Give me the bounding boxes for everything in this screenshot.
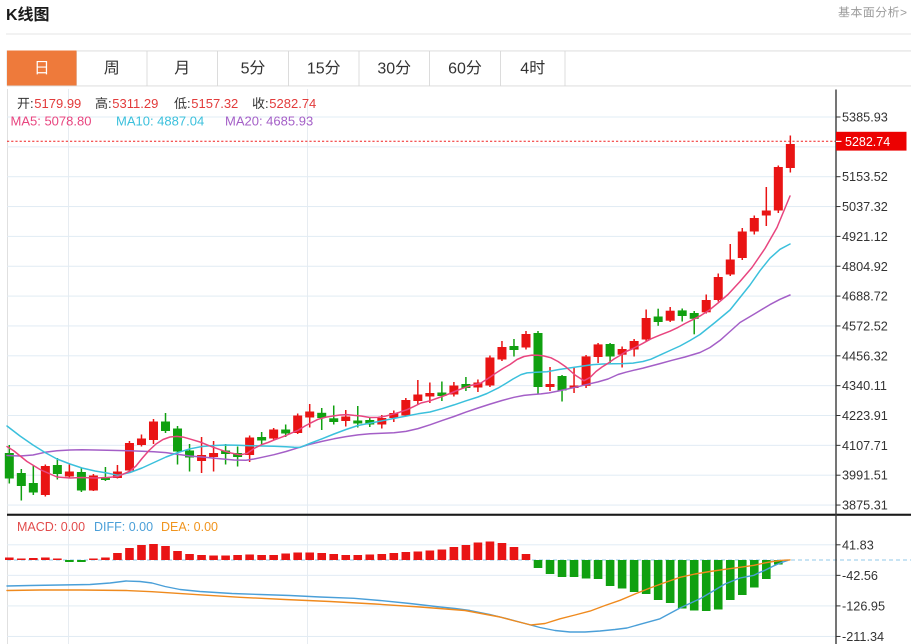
svg-text:4223.91: 4223.91 (842, 409, 888, 423)
svg-text:K: K (6, 7, 18, 24)
svg-text:MACD: 0.00: MACD: 0.00 (17, 520, 85, 534)
svg-text:DEA: 0.00: DEA: 0.00 (161, 520, 218, 534)
svg-text::: : (108, 96, 112, 111)
svg-text:5311.29: 5311.29 (112, 96, 158, 111)
svg-text:>: > (900, 6, 907, 20)
svg-text:-126.95: -126.95 (842, 599, 885, 613)
svg-text:MA10: 4887.04: MA10: 4887.04 (116, 114, 204, 129)
svg-text:4921.12: 4921.12 (842, 230, 888, 244)
svg-text:5179.99: 5179.99 (34, 96, 81, 111)
svg-text:4804.92: 4804.92 (842, 260, 888, 274)
svg-text:5153.52: 5153.52 (842, 170, 888, 184)
svg-text:MA5: 5078.80: MA5: 5078.80 (11, 114, 92, 129)
svg-text:5: 5 (241, 60, 250, 77)
svg-text:15: 15 (307, 60, 325, 77)
svg-text::: : (265, 96, 269, 111)
svg-text:60: 60 (448, 60, 466, 77)
svg-text::: : (30, 96, 34, 111)
svg-text:3991.51: 3991.51 (842, 469, 888, 483)
svg-text:5157.32: 5157.32 (191, 96, 238, 111)
svg-text:4572.52: 4572.52 (842, 319, 888, 333)
svg-text:-42.56: -42.56 (842, 569, 878, 583)
svg-text:4107.71: 4107.71 (842, 439, 888, 453)
svg-text:5037.32: 5037.32 (842, 200, 888, 214)
svg-text:5385.93: 5385.93 (842, 111, 888, 125)
svg-text:3875.31: 3875.31 (842, 499, 888, 513)
svg-text:MA20: 4685.93: MA20: 4685.93 (225, 114, 313, 129)
svg-text:4340.11: 4340.11 (842, 379, 887, 393)
svg-text:30: 30 (377, 60, 395, 77)
svg-text::: : (187, 96, 191, 111)
svg-text:4: 4 (520, 60, 529, 77)
svg-text:DIFF: 0.00: DIFF: 0.00 (94, 520, 153, 534)
svg-text:4456.32: 4456.32 (842, 349, 888, 363)
svg-text:5282.74: 5282.74 (269, 96, 316, 111)
svg-text:41.83: 41.83 (842, 538, 874, 552)
svg-text:-211.34: -211.34 (842, 630, 884, 644)
svg-text:4688.72: 4688.72 (842, 290, 888, 304)
svg-text:5282.74: 5282.74 (845, 135, 890, 149)
